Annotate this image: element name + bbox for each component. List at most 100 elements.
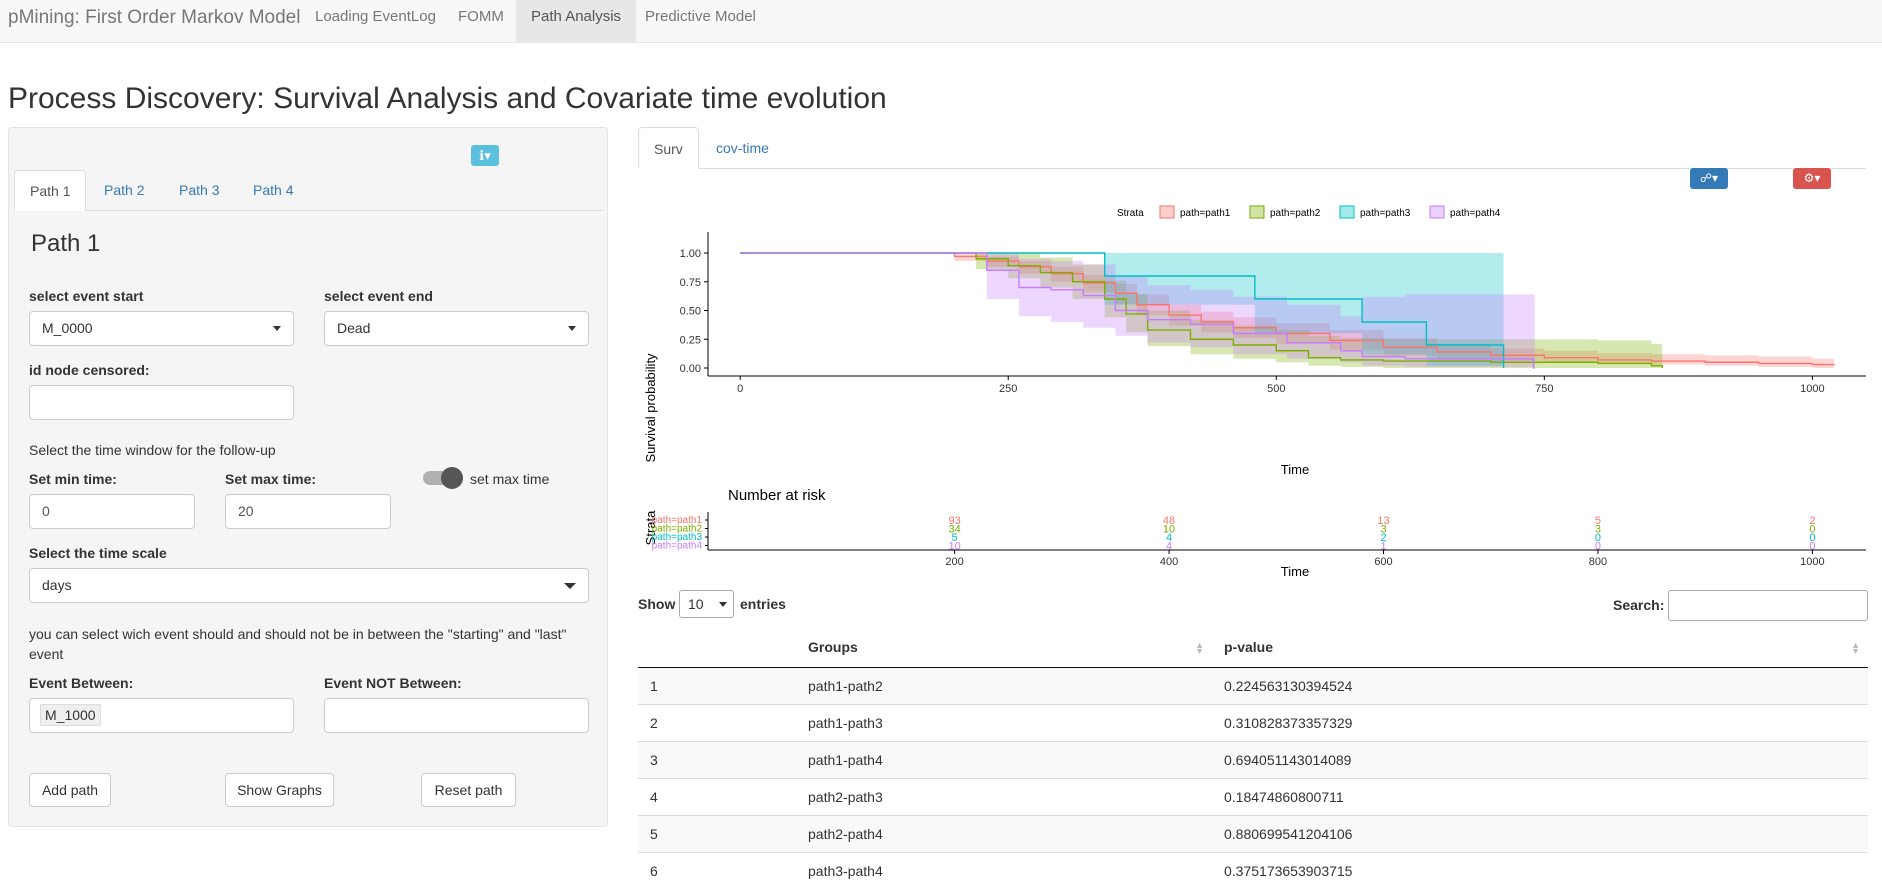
settings-dropdown-button[interactable]: ⚙▾	[1793, 168, 1831, 189]
legend-label: path=path3	[1360, 208, 1411, 219]
event-end-select[interactable]: Dead	[324, 311, 589, 346]
risk-count: 5	[1595, 515, 1601, 527]
dt-search-label: Search:	[1613, 597, 1665, 613]
cell-p-value: 0.224563130394524	[1212, 666, 1868, 704]
risk-count: 10	[948, 541, 960, 553]
col-header-groups[interactable]: Groups ▲ ▼	[796, 628, 1212, 668]
add-path-button[interactable]: Add path	[29, 773, 111, 807]
table-row[interactable]: 1 path1-path2 0.224563130394524	[638, 666, 1868, 704]
risk-count: 13	[1377, 515, 1389, 527]
confidence-band-3	[740, 253, 1504, 368]
legend-entry-1: path=path1	[1159, 205, 1231, 219]
risk-count: 5	[952, 532, 958, 544]
info-icon: ℹ▾	[479, 148, 491, 163]
cell-groups: path2-path3	[796, 777, 1212, 815]
event-start-label: select event start	[29, 288, 144, 304]
time-scale-select[interactable]: days	[29, 568, 589, 603]
cell-groups: path3-path4	[796, 851, 1212, 889]
table-row[interactable]: 4 path2-path3 0.18474860800711	[638, 777, 1868, 815]
tab-path-1[interactable]: Path 1	[14, 170, 87, 211]
nav-item-fomm[interactable]: FOMM	[458, 8, 504, 25]
x-tick-label: 0	[737, 383, 743, 395]
survival-curve-4	[740, 252, 1535, 369]
y-tick-label: 0.00	[680, 363, 701, 375]
censored-input[interactable]	[29, 385, 294, 420]
tab-cov-time[interactable]: cov-time	[716, 140, 769, 156]
cell-p-value: 0.375173653903715	[1212, 851, 1868, 889]
risk-count: 48	[1163, 515, 1175, 527]
risk-count: 0	[1595, 541, 1601, 553]
path-tabs: Path 1 Path 2 Path 3 Path 4	[14, 170, 603, 211]
network-dropdown-button[interactable]: ☍▾	[1690, 168, 1728, 189]
legend-label: path=path1	[1180, 208, 1231, 219]
risk-row-label: path=path3	[652, 532, 703, 543]
risk-count: 0	[1809, 524, 1815, 536]
cell-p-value: 0.310828373357329	[1212, 703, 1868, 741]
cell-index: 4	[638, 777, 796, 815]
legend-swatch	[1429, 205, 1445, 219]
col-header-groups-label: Groups	[808, 639, 858, 656]
chevron-down-icon	[719, 602, 727, 607]
page-title: Process Discovery: Survival Analysis and…	[8, 82, 887, 115]
nav-item-path-analysis[interactable]: Path Analysis	[516, 0, 637, 42]
event-not-between-input[interactable]	[324, 698, 589, 733]
x-tick-label: 250	[999, 383, 1017, 395]
y-tick-label: 0.50	[680, 306, 701, 318]
cell-index: 1	[638, 666, 796, 704]
max-time-input[interactable]: 20	[225, 494, 391, 529]
tab-path-2[interactable]: Path 2	[104, 182, 145, 198]
graph-tabs: Surv cov-time	[638, 127, 1866, 169]
cell-p-value: 0.880699541204106	[1212, 814, 1868, 852]
p-value-table: Groups ▲ ▼ p-value ▲ ▼ 1 path1-path2 0.2245631…	[638, 628, 1868, 889]
max-time-label: Set max time:	[225, 471, 317, 487]
legend-swatch	[1159, 205, 1175, 219]
risk-count: 0	[1809, 541, 1815, 553]
table-row[interactable]: 3 path1-path4 0.694051143014089	[638, 740, 1868, 778]
info-dropdown-button[interactable]: ℹ▾	[471, 145, 499, 166]
time-window-text: Select the time window for the follow-up	[29, 442, 276, 458]
col-header-p-value[interactable]: p-value ▲ ▼	[1212, 628, 1868, 668]
nav-item-predictive-model[interactable]: Predictive Model	[645, 8, 756, 25]
cell-index: 3	[638, 740, 796, 778]
event-start-value: M_0000	[42, 320, 93, 336]
min-time-input[interactable]: 0	[29, 494, 195, 529]
risk-count: 3	[1595, 524, 1601, 536]
tab-path-4[interactable]: Path 4	[253, 182, 294, 198]
y-tick-label: 0.25	[680, 334, 701, 346]
chevron-down-icon	[564, 583, 576, 589]
confidence-band-1	[740, 253, 1834, 368]
show-graphs-button[interactable]: Show Graphs	[225, 773, 334, 807]
y-axis-label: Survival probability	[643, 353, 658, 463]
event-start-select[interactable]: M_0000	[29, 311, 294, 346]
nav-item-loading-eventlog[interactable]: Loading EventLog	[315, 8, 436, 25]
event-not-between-label: Event NOT Between:	[324, 675, 462, 691]
col-header-index[interactable]	[638, 628, 796, 668]
dt-length-select[interactable]: 10	[679, 590, 734, 618]
table-row[interactable]: 6 path3-path4 0.375173653903715	[638, 851, 1868, 889]
risk-count: 1	[1380, 541, 1386, 553]
risk-y-axis-label: Strata	[643, 510, 658, 545]
event-between-chip[interactable]: M_1000	[40, 704, 101, 726]
dt-show-label: Show	[638, 590, 675, 612]
event-between-label: Event Between:	[29, 675, 134, 691]
risk-count: 10	[1163, 524, 1175, 536]
legend-swatch	[1339, 205, 1355, 219]
table-row[interactable]: 5 path2-path4 0.880699541204106	[638, 814, 1868, 852]
survival-curve-1	[740, 252, 1835, 366]
time-scale-label: Select the time scale	[29, 545, 167, 561]
dt-search-input[interactable]	[1668, 590, 1868, 621]
reset-path-button[interactable]: Reset path	[421, 773, 516, 807]
col-header-p-value-label: p-value	[1224, 639, 1274, 656]
risk-x-tick-label: 400	[1160, 556, 1178, 568]
max-time-toggle[interactable]	[421, 467, 465, 489]
event-end-value: Dead	[337, 320, 371, 336]
tab-path-3[interactable]: Path 3	[179, 182, 220, 198]
risk-count: 4	[1166, 532, 1172, 544]
tab-surv[interactable]: Surv	[638, 127, 699, 169]
legend-swatch	[1249, 205, 1265, 219]
sidebar-panel: ℹ▾ Path 1 Path 2 Path 3 Path 4 Path 1 se…	[8, 127, 608, 827]
legend-entry-2: path=path2	[1249, 205, 1321, 219]
navbar-brand[interactable]: pMining: First Order Markov Model	[8, 7, 301, 28]
table-row[interactable]: 2 path1-path3 0.310828373357329	[638, 703, 1868, 741]
event-between-input[interactable]: M_1000	[29, 698, 294, 733]
